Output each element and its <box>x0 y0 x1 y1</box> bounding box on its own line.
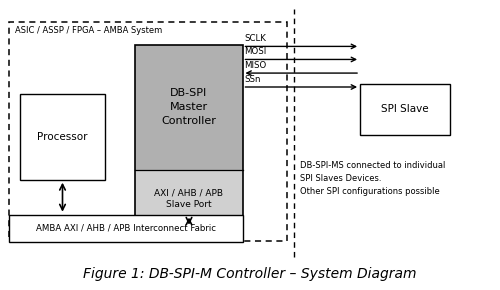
Bar <box>360 84 450 135</box>
Text: MOSI: MOSI <box>244 47 266 56</box>
Text: SPI Slave: SPI Slave <box>381 104 429 115</box>
Text: SCLK: SCLK <box>244 34 266 43</box>
Bar <box>20 94 105 180</box>
Text: Figure 1: DB-SPI-M Controller – System Diagram: Figure 1: DB-SPI-M Controller – System D… <box>83 267 417 281</box>
Text: DB-SPI
Master
Controller: DB-SPI Master Controller <box>162 88 216 126</box>
Text: SSn: SSn <box>244 75 260 84</box>
Text: AMBA AXI / AHB / APB Interconnect Fabric: AMBA AXI / AHB / APB Interconnect Fabric <box>36 224 216 233</box>
Bar <box>135 170 242 228</box>
Text: Processor: Processor <box>37 132 88 142</box>
Text: MISO: MISO <box>244 61 266 70</box>
Bar <box>135 45 242 170</box>
Text: ASIC / ASSP / FPGA – AMBA System: ASIC / ASSP / FPGA – AMBA System <box>15 26 162 35</box>
Bar <box>9 22 286 241</box>
Bar <box>135 45 242 228</box>
Text: AXI / AHB / APB
Slave Port: AXI / AHB / APB Slave Port <box>154 188 223 209</box>
Bar <box>9 215 242 242</box>
Text: DB-SPI-MS connected to individual
SPI Slaves Devices.
Other SPI configurations p: DB-SPI-MS connected to individual SPI Sl… <box>300 161 446 196</box>
